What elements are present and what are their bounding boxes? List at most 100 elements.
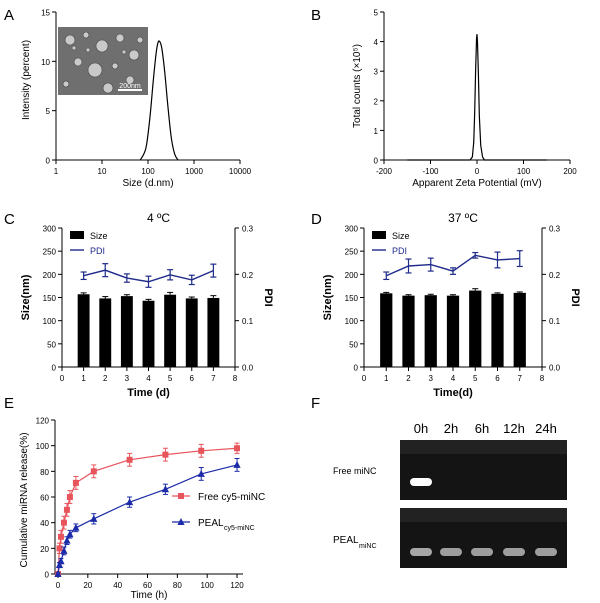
y-tick-label: 4 [374, 38, 379, 47]
triangle-marker [233, 460, 241, 468]
sem-particle [87, 62, 103, 78]
x-tick-label: 8 [233, 374, 238, 383]
y-axis-label: Total counts (×10⁵) [352, 44, 363, 128]
gel-well-row [400, 440, 567, 454]
size-bar [185, 298, 198, 367]
y2-axis-label: PDI [262, 288, 274, 306]
x-tick-label: 3 [125, 374, 130, 383]
y-tick-label: 150 [43, 294, 57, 303]
y2-tick-label: 0.2 [549, 271, 561, 280]
y2-tick-label: 0.1 [242, 317, 254, 326]
y-tick-label: 120 [36, 417, 50, 426]
y-tick-label: 100 [36, 442, 50, 451]
x-tick-label: 7 [518, 374, 523, 383]
y-axis-label: Intensity (percent) [21, 40, 32, 120]
series-line [57, 447, 238, 575]
sem-particle [85, 47, 91, 53]
legend-peal-marker [177, 518, 185, 525]
triangle-marker [72, 523, 80, 531]
y-tick-label: 0 [52, 364, 57, 373]
x-tick-label: 10 [98, 167, 107, 176]
gel-band [410, 478, 432, 486]
y-tick-label: 100 [345, 317, 359, 326]
x-tick-label: 7 [211, 374, 216, 383]
triangle-marker [90, 514, 98, 522]
square-marker [60, 519, 67, 526]
square-marker [234, 445, 241, 452]
x-tick-label: -100 [422, 167, 439, 176]
x-tick-label: 100 [517, 167, 531, 176]
legend-free-marker [178, 493, 184, 499]
size-bar [513, 292, 526, 367]
sem-particle [128, 49, 140, 61]
triangle-marker [63, 536, 71, 544]
x-tick-label: 2 [103, 374, 108, 383]
y2-tick-label: 0.3 [549, 225, 561, 234]
y-tick-label: 300 [43, 225, 57, 234]
x-tick-label: 100 [141, 167, 155, 176]
y-tick-label: 250 [43, 248, 57, 257]
panel-letter-e: E [4, 395, 14, 412]
x-tick-label: 4 [451, 374, 456, 383]
y-tick-label: 50 [349, 340, 358, 349]
legend-size-label: Size [90, 231, 108, 241]
y-tick-label: 2 [374, 97, 379, 106]
panel-a-size-distribution: 1 10 100 1000 10000 0 5 10 15 Size (d.nm) Intensit… [21, 9, 252, 190]
x-axis-label: Time (h) [131, 590, 168, 601]
row-label-peal-subscript: miNC [359, 543, 377, 550]
panel-b-zeta-potential: -200 -100 0 100 200 0 1 2 3 4 5 Apparent Zeta Poten… [352, 9, 577, 190]
y2-axis-label: PDI [569, 288, 581, 306]
size-bar [491, 293, 504, 367]
x-tick-label: 10000 [229, 167, 252, 176]
gel-band [503, 548, 525, 556]
y-tick-label: 150 [345, 294, 359, 303]
y-tick-label: 3 [374, 68, 379, 77]
legend-size-swatch [70, 231, 84, 239]
x-tick-label: 2 [406, 374, 411, 383]
sem-particle [62, 80, 70, 88]
square-marker [57, 533, 64, 540]
x-tick-label: 8 [540, 374, 545, 383]
chart-title: 37 ºC [448, 211, 478, 225]
y-axis-label: Size(nm) [322, 274, 334, 320]
x-tick-label: 3 [429, 374, 434, 383]
sem-particle [136, 36, 144, 44]
y-tick-label: 0 [374, 157, 379, 166]
size-bar [77, 294, 90, 367]
y-tick-label: 5 [46, 107, 51, 116]
square-marker [72, 479, 79, 486]
size-bar [207, 297, 220, 367]
legend-size-label: Size [392, 231, 410, 241]
square-marker [63, 506, 70, 513]
lane-label: 2h [444, 421, 458, 436]
x-tick-label: 1000 [185, 167, 203, 176]
size-bar [99, 298, 112, 367]
triangle-marker [161, 485, 170, 493]
y-tick-label: 0 [45, 571, 50, 580]
triangle-marker [126, 498, 134, 506]
triangle-marker [57, 557, 65, 565]
sem-particle [102, 82, 114, 94]
triangle-marker [55, 561, 64, 569]
size-bar [446, 295, 460, 367]
y-tick-label: 5 [374, 9, 379, 18]
triangle-marker [66, 530, 74, 538]
zeta-curve [407, 34, 547, 161]
panel-d-stability-37c: 0 1 2 3 4 5 6 7 8 0 50 100 150 200 250 300 0.0 0.1 0.2 0.3 3… [322, 211, 581, 399]
legend-peal-subscript: cy5-miNC [224, 525, 255, 532]
x-tick-label: 4 [146, 374, 151, 383]
gel-band [440, 548, 462, 556]
triangle-marker [197, 469, 205, 477]
y-tick-label: 1 [374, 127, 379, 136]
x-tick-label: 6 [495, 374, 500, 383]
size-bar [380, 293, 393, 367]
legend-peal-label: PEAL [198, 518, 224, 529]
gel-band [535, 548, 557, 556]
y-tick-label: 100 [43, 317, 57, 326]
size-bar [424, 295, 437, 367]
y-tick-label: 10 [41, 58, 50, 67]
x-tick-label: 1 [54, 167, 59, 176]
square-marker [56, 545, 63, 552]
y-tick-label: 60 [40, 494, 49, 503]
